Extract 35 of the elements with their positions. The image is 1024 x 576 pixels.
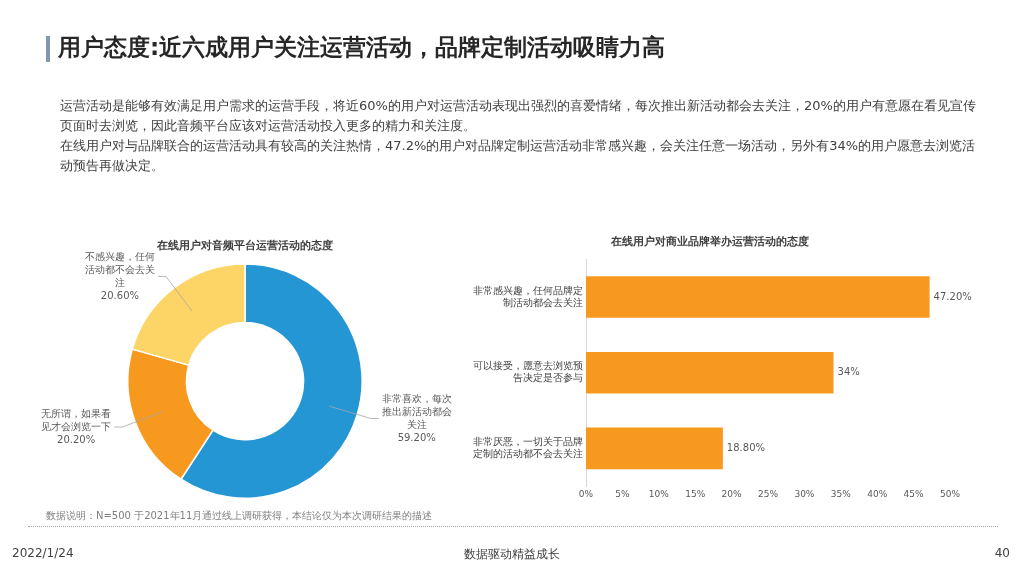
- x-tick-label: 20%: [721, 488, 743, 499]
- chart-title: 在线用户对音频平台运营活动的态度: [156, 239, 333, 253]
- bar: [586, 427, 723, 470]
- x-tick-label: 45%: [903, 488, 925, 499]
- slice-label: 非常喜欢，每次推出新活动都会关注: [381, 392, 452, 430]
- x-tick-label: 25%: [757, 488, 779, 499]
- y-tick-label: 非常厌恶，一切关于品牌定制的活动都不会去关注: [473, 435, 583, 459]
- text: 2022/1/24: [12, 546, 74, 560]
- text: 数据驱动精益成长: [464, 547, 560, 561]
- text: 用户态度:近六成用户关注运营活动，品牌定制活动吸睛力高: [58, 33, 666, 62]
- text: 40: [994, 546, 1010, 560]
- x-tick-label: 30%: [794, 488, 815, 499]
- x-tick-label: 50%: [939, 488, 961, 499]
- x-tick-label: 40%: [867, 488, 888, 499]
- data-label: 34%: [837, 366, 860, 378]
- slice-label: 不感兴趣，任何活动都不会去关注: [84, 250, 155, 288]
- y-tick-label: 非常感兴趣，任何品牌定制活动都会去关注: [473, 284, 583, 308]
- x-tick-label: 5%: [615, 488, 630, 499]
- data-label: 20.20%: [57, 433, 96, 445]
- text: 数据说明：N=500 于2021年11月通过线上调研获得，本结论仅为本次调研结果的描述: [46, 509, 433, 523]
- x-tick-label: 15%: [685, 488, 706, 499]
- x-tick-label: 10%: [648, 488, 670, 499]
- data-label: 20.60%: [100, 289, 139, 301]
- y-tick-label: 可以接受，愿意去浏览预告决定是否参与: [473, 360, 583, 384]
- text: 在线用户对与品牌联合的运营活动具有较高的关注热情，47.2%的用户对品牌定制运营活动非常感兴趣，会关注任意一场活动，另外有34%的用户愿意去浏览活动预告再做决定。: [60, 137, 977, 175]
- x-tick-label: 35%: [830, 488, 852, 499]
- data-label: 18.80%: [726, 441, 765, 453]
- bar: [586, 276, 930, 318]
- data-label: 59.20%: [397, 431, 436, 443]
- bar: [586, 351, 834, 394]
- slice-label: 无所谓，如果看见才会浏览一下: [41, 407, 112, 432]
- x-tick-label: 0%: [578, 488, 594, 499]
- text: 运营活动是能够有效满足用户需求的运营手段，将近60%的用户对运营活动表现出强烈的喜爱情绪，每次推出新活动都会去关注，20%的用户有意愿在看见宣传页面时去浏览，因此音频平台应该对运营活动投入更多的精力和关注度。: [60, 97, 977, 135]
- data-label: 47.20%: [933, 290, 972, 302]
- chart-title: 在线用户对商业品牌举办运营活动的态度: [610, 235, 809, 249]
